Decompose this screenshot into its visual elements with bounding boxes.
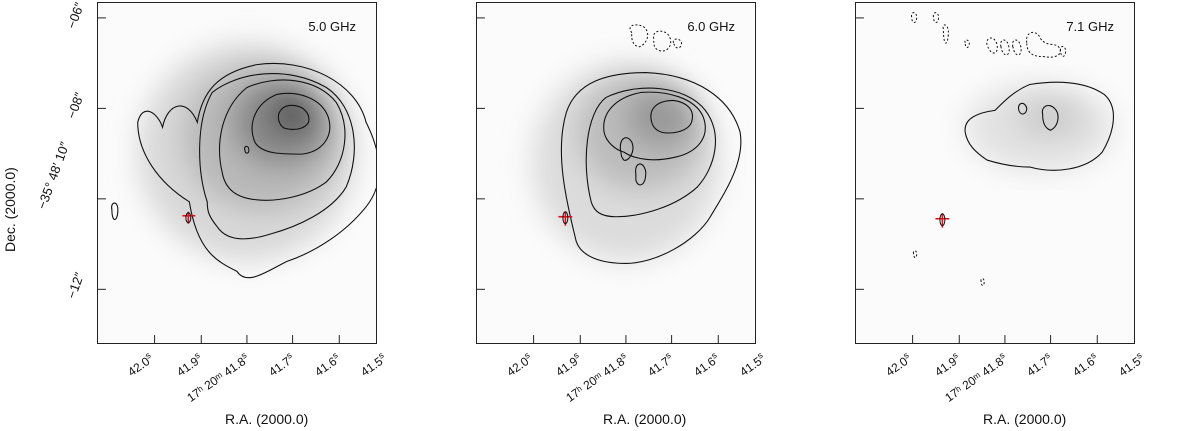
negative-contour (672, 38, 683, 49)
radio-map-5ghz (98, 17, 376, 343)
contour-hole-left (619, 137, 634, 161)
x-tick-label: 41.7s (1024, 350, 1052, 380)
negative-contour (942, 24, 949, 44)
negative-contour (932, 12, 939, 23)
contour-level-2 (1041, 105, 1059, 131)
contour-level-2 (585, 87, 716, 218)
x-tick-label: 41.6s (312, 350, 340, 380)
contour-level-1 (560, 72, 742, 265)
negative-contour (629, 24, 649, 48)
y-tick-label: −12″ (63, 270, 87, 301)
y-tick-label: −06″ (63, 0, 87, 31)
negative-contour (964, 39, 970, 48)
x-tick-label: 41.9s (174, 350, 202, 380)
contour-level-4 (251, 92, 331, 155)
x-axis-label: R.A. (2000.0) (983, 411, 1067, 427)
x-tick-label: 41.7s (645, 350, 673, 380)
negative-contour (980, 278, 985, 287)
map-panel-7ghz: 7.1 GHz (855, 2, 1135, 344)
x-tick-label: 41.9s (553, 350, 581, 380)
contour-level-1 (964, 81, 1114, 171)
contour-small (244, 145, 250, 154)
y-tick-label: −35° 48′ 10″ (34, 139, 73, 212)
x-axis-label: R.A. (2000.0) (603, 411, 687, 427)
map-panel-5ghz: 5.0 GHz (97, 2, 377, 344)
radio-map-7ghz (856, 12, 1115, 343)
x-tick-label: 41.9s (932, 350, 960, 380)
contour-level-3 (219, 79, 346, 201)
negative-contour (1060, 46, 1067, 57)
frequency-label: 6.0 GHz (687, 19, 735, 34)
radio-map-6ghz (477, 17, 742, 343)
negative-contour (1026, 32, 1061, 58)
x-tick-label: 41.7s (266, 350, 294, 380)
x-tick-label: 42.0s (125, 350, 153, 380)
frequency-label: 5.0 GHz (308, 19, 356, 34)
negative-contour (911, 12, 918, 23)
negative-contour (1012, 39, 1022, 56)
x-tick-label: 42.0s (883, 350, 911, 380)
negative-contour (653, 30, 672, 52)
contour-level-4 (650, 99, 693, 134)
x-tick-label: 41.6s (1070, 350, 1098, 380)
contour-level-1 (137, 63, 376, 279)
contour-left-blob (111, 202, 119, 221)
y-tick-label: −08″ (63, 90, 87, 121)
contour-level-2 (199, 73, 355, 240)
x-tick-label: 42.0s (504, 350, 532, 380)
contour-hole-right (635, 163, 647, 186)
contour-level-3 (603, 91, 706, 161)
y-axis-label: Dec. (2000.0) (2, 167, 18, 252)
x-tick-label: 41.6s (691, 350, 719, 380)
contour-level-5 (277, 104, 310, 130)
map-panel-6ghz: 6.0 GHz (476, 2, 756, 344)
x-tick-label: 41.5s (1116, 350, 1144, 380)
negative-contour (986, 37, 998, 54)
x-tick-label: 41.5s (358, 350, 386, 380)
x-tick-label: 41.5s (737, 350, 765, 380)
contour-level-2b (1017, 102, 1028, 115)
x-axis-label: R.A. (2000.0) (225, 411, 309, 427)
frequency-label: 7.1 GHz (1066, 19, 1114, 34)
source-marker (182, 211, 196, 224)
negative-contour (912, 250, 918, 259)
negative-contour (1000, 39, 1010, 56)
